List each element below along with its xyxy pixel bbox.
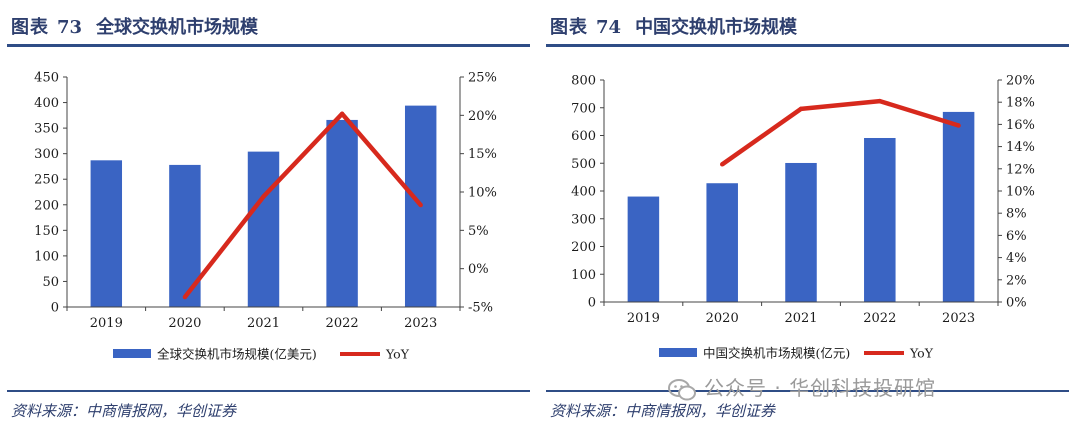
left-tick-label: 600	[571, 129, 596, 144]
left-tick-label: 0	[51, 301, 59, 316]
right-tick-label: 12%	[1006, 162, 1035, 177]
right-tick-label: 2%	[1006, 273, 1027, 288]
figure-label: 图表	[11, 17, 49, 38]
right-tick-label: 0%	[468, 262, 489, 277]
left-tick-label: 400	[571, 185, 596, 200]
figure-number: 74	[596, 17, 622, 38]
left-tick-label: 450	[34, 71, 59, 86]
x-tick-label: 2022	[863, 311, 896, 326]
yoy-line	[720, 98, 960, 167]
figure-74-panel: 图表 74 中国交换机市场规模 0 100 200 300 400 500 600 700 800 0…	[546, 0, 1069, 432]
watermark: 公众号 · 华创科技投研馆	[668, 372, 936, 404]
left-tick-label: 100	[34, 249, 59, 264]
yoy-point-2022	[339, 111, 345, 116]
figure-title: 图表 74 中国交换机市场规模	[550, 13, 797, 39]
left-tick-label: 250	[34, 173, 59, 188]
x-tick-label: 2023	[942, 311, 975, 326]
legend-bar-swatch	[113, 349, 151, 358]
global-switch-market-chart: 0 50 100 150 200 250 300 350 400 450 -5% 0% 5% 10% 15%…	[34, 71, 497, 362]
figure-label: 图表	[550, 17, 588, 38]
yoy-point-2023	[418, 202, 423, 208]
wechat-icon	[668, 378, 696, 400]
left-tick-label: 200	[34, 198, 59, 213]
legend-line-label: YoY	[385, 347, 410, 362]
figure-number: 73	[57, 17, 83, 38]
left-tick-label: 800	[571, 74, 596, 89]
right-tick-label: -5%	[468, 301, 493, 316]
x-tick-label: 2022	[326, 316, 359, 331]
legend-bar-label: 中国交换机市场规模(亿元)	[703, 346, 850, 361]
title-rule	[7, 44, 530, 47]
yoy-point-2020	[720, 162, 725, 167]
bar-2021	[785, 162, 817, 302]
footer-rule	[546, 390, 1069, 392]
legend-bar-label: 全球交换机市场规模(亿美元)	[157, 347, 317, 362]
bar-2022	[326, 119, 358, 307]
right-tick-label: 16%	[1006, 118, 1035, 133]
bar-2019	[627, 196, 660, 302]
yoy-line	[183, 111, 423, 299]
left-tick-label: 200	[571, 240, 596, 255]
x-tick-label: 2020	[706, 311, 739, 326]
yoy-point-2021	[798, 106, 804, 112]
legend-line-label: YoY	[909, 346, 934, 361]
left-tick-label: 150	[34, 224, 59, 239]
x-tick-label: 2019	[627, 311, 660, 326]
footer-rule	[7, 390, 530, 392]
right-tick-label: 6%	[1006, 229, 1027, 244]
x-tick-label: 2019	[90, 316, 123, 331]
bar-2019	[90, 160, 123, 307]
figure-73-panel: 图表 73 全球交换机市场规模 0 50 100 150 200 250 300 350 400 45…	[7, 0, 530, 432]
left-tick-label: 700	[571, 101, 596, 116]
right-tick-label: 10%	[1006, 185, 1035, 200]
right-tick-label: 20%	[468, 109, 497, 124]
source-note: 资料来源：中商情报网，华创证券	[550, 402, 776, 420]
yoy-point-2021	[261, 194, 266, 199]
china-switch-market-chart: 0 100 200 300 400 500 600 700 800 0% 2% 4% 6% 8% 10% 12…	[571, 74, 1035, 361]
yoy-point-2022	[877, 98, 882, 104]
x-tick-label: 2021	[784, 311, 817, 326]
bar-2023	[942, 111, 975, 302]
right-tick-label: 14%	[1006, 140, 1035, 155]
x-tick-label: 2023	[404, 316, 437, 331]
bar-2020	[706, 183, 738, 302]
left-tick-label: 500	[571, 157, 596, 172]
right-tick-label: 0%	[1006, 296, 1027, 311]
yoy-point-2020	[182, 294, 188, 300]
title-rule	[546, 44, 1069, 47]
left-tick-label: 350	[34, 122, 59, 137]
right-tick-label: 18%	[1006, 96, 1035, 111]
figure-title: 图表 73 全球交换机市场规模	[11, 13, 258, 39]
bar-2022	[864, 137, 896, 302]
left-tick-label: 300	[571, 212, 596, 227]
left-tick-label: 100	[571, 268, 596, 283]
right-tick-label: 4%	[1006, 251, 1027, 266]
right-tick-label: 25%	[468, 71, 497, 86]
right-tick-label: 5%	[468, 224, 489, 239]
left-tick-label: 400	[34, 96, 59, 111]
legend-bar-swatch	[659, 348, 697, 357]
watermark-text: 公众号 · 华创科技投研馆	[704, 376, 937, 400]
left-tick-label: 50	[42, 275, 59, 290]
right-tick-label: 10%	[468, 186, 497, 201]
right-tick-label: 8%	[1006, 207, 1027, 222]
x-tick-label: 2020	[168, 316, 201, 331]
source-note: 资料来源：中商情报网，华创证券	[11, 402, 237, 420]
chart-title: 全球交换机市场规模	[96, 17, 259, 38]
right-tick-label: 15%	[468, 147, 497, 162]
left-tick-label: 300	[34, 147, 59, 162]
x-tick-label: 2021	[247, 316, 280, 331]
left-tick-label: 0	[588, 296, 596, 311]
right-tick-label: 20%	[1006, 74, 1035, 89]
chart-title: 中国交换机市场规模	[635, 17, 798, 38]
yoy-point-2023	[956, 123, 961, 128]
bar-2021	[247, 151, 280, 307]
